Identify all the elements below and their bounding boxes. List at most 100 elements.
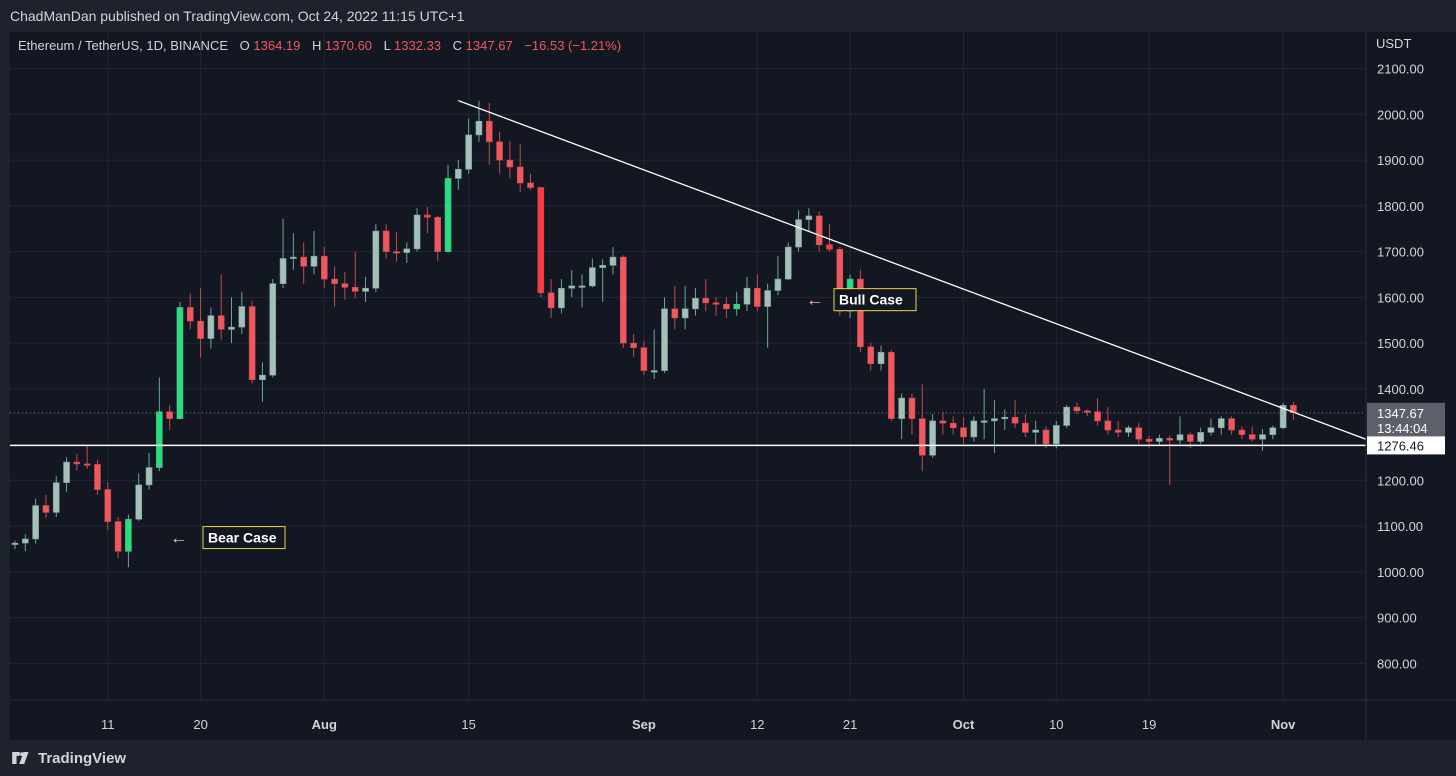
candle-body bbox=[1197, 432, 1204, 442]
axes[interactable]: 2100.00 2000.00 1900.00 1800.00 1700.00 1600.… bbox=[10, 32, 1456, 740]
chart-pane[interactable]: Bear Case ← Bull Case ← 2100.00 2000.00 1900.… bbox=[10, 32, 1456, 740]
candle-body bbox=[712, 302, 720, 305]
candle-body bbox=[1001, 416, 1009, 420]
candle-body bbox=[413, 214, 421, 250]
drawings[interactable] bbox=[10, 100, 1367, 447]
candle-body bbox=[1176, 434, 1184, 441]
legend-high-label: H bbox=[312, 38, 321, 53]
candle-body bbox=[290, 256, 297, 259]
price-tick-label: 1900.00 bbox=[1377, 153, 1424, 168]
candle-body bbox=[558, 287, 565, 309]
candle-body bbox=[1259, 434, 1266, 440]
time-tick-label: 10 bbox=[1049, 717, 1063, 732]
time-tick-label: 15 bbox=[461, 717, 475, 732]
candle-body bbox=[444, 178, 452, 252]
candle-body bbox=[351, 287, 359, 292]
countdown-label: 13:44:04 bbox=[1377, 421, 1428, 436]
candle-body bbox=[217, 315, 225, 330]
candle-body bbox=[661, 308, 668, 371]
price-tick-label: 1000.00 bbox=[1377, 565, 1424, 580]
legend-low-label: L bbox=[384, 38, 391, 53]
time-tick-label: Oct bbox=[953, 717, 975, 732]
grid-lines bbox=[10, 32, 1366, 700]
candle-body bbox=[568, 285, 576, 289]
candle-body bbox=[991, 418, 998, 422]
candle-body bbox=[393, 251, 400, 254]
price-tick-label: 2000.00 bbox=[1377, 107, 1424, 122]
legend-close-label: C bbox=[453, 38, 462, 53]
support-line-label: 1276.46 bbox=[1377, 438, 1424, 453]
candle-body bbox=[32, 505, 39, 540]
candle-body bbox=[826, 244, 833, 250]
candle-body bbox=[300, 256, 307, 267]
svg-text:Ethereum / TetherUS, 1D, BINAN: Ethereum / TetherUS, 1D, BINANCE O 1364.… bbox=[18, 38, 621, 53]
candle-body bbox=[125, 518, 132, 552]
candle-body bbox=[320, 255, 328, 280]
candle-body bbox=[1145, 438, 1153, 442]
candle-body bbox=[609, 256, 617, 266]
annotation-label: Bull Case bbox=[839, 292, 903, 308]
candle-body bbox=[1063, 406, 1070, 426]
candle-body bbox=[73, 461, 81, 465]
candle-body bbox=[640, 347, 648, 371]
candle-body bbox=[1125, 427, 1132, 433]
candle-body bbox=[939, 420, 947, 424]
candle-body bbox=[1042, 429, 1050, 445]
candle-body bbox=[908, 397, 916, 419]
candle-body bbox=[857, 278, 864, 348]
candle-body bbox=[723, 303, 730, 310]
candle-body bbox=[248, 306, 256, 381]
candle-body bbox=[692, 297, 699, 310]
candle-body bbox=[599, 265, 606, 268]
candle-body bbox=[372, 230, 380, 289]
candle-body bbox=[1114, 429, 1122, 433]
support-line-badge bbox=[1367, 436, 1445, 455]
candle-body bbox=[754, 287, 761, 307]
candle-body bbox=[42, 505, 50, 513]
candle-body bbox=[1032, 429, 1039, 433]
candle-body bbox=[186, 307, 194, 322]
candle-body bbox=[1279, 405, 1287, 429]
candle-body bbox=[815, 215, 823, 246]
candle-body bbox=[83, 463, 91, 466]
candle-body bbox=[331, 278, 338, 284]
candle-body bbox=[929, 420, 936, 456]
price-tick-label: 1200.00 bbox=[1377, 473, 1424, 488]
candle-body bbox=[1104, 420, 1112, 431]
annotations[interactable]: Bear Case ← Bull Case ← bbox=[170, 288, 917, 550]
price-tick-label: 1400.00 bbox=[1377, 382, 1424, 397]
price-axis-currency: USDT bbox=[1376, 36, 1411, 51]
candle-body bbox=[1238, 429, 1246, 435]
last-price-badge bbox=[1367, 402, 1445, 437]
candle-body bbox=[774, 278, 782, 291]
candle-body bbox=[259, 374, 266, 381]
candle-body bbox=[516, 166, 524, 184]
candle-body bbox=[578, 285, 586, 288]
candles bbox=[11, 100, 1297, 568]
price-tick-label: 2100.00 bbox=[1377, 62, 1424, 77]
candle-body bbox=[1187, 434, 1194, 442]
footer: TradingView bbox=[0, 740, 1456, 776]
candle-body bbox=[1166, 437, 1174, 441]
tradingview-wordmark: TradingView bbox=[38, 749, 127, 767]
annotation-arrow-icon: ← bbox=[170, 528, 188, 548]
candle-body bbox=[506, 159, 514, 168]
candle-body bbox=[279, 258, 287, 284]
candle-body bbox=[1011, 416, 1019, 424]
candle-body bbox=[1207, 427, 1215, 433]
candle-body bbox=[681, 308, 689, 319]
candle-body bbox=[1083, 410, 1091, 413]
candle-body bbox=[949, 422, 957, 429]
price-tick-label: 900.00 bbox=[1377, 611, 1417, 626]
candlestick-chart[interactable]: Bear Case ← Bull Case ← 2100.00 2000.00 1900.… bbox=[10, 32, 1456, 740]
candle-body bbox=[867, 346, 875, 365]
legend-close: 1347.67 bbox=[466, 38, 513, 53]
candle-body bbox=[475, 120, 483, 136]
candle-body bbox=[22, 538, 29, 544]
candle-body bbox=[1073, 406, 1081, 412]
price-tick-label: 1500.00 bbox=[1377, 336, 1424, 351]
candle-body bbox=[228, 326, 235, 330]
legend-open: 1364.19 bbox=[253, 38, 300, 53]
time-tick-label: Aug bbox=[312, 717, 337, 732]
tradingview-brand[interactable]: TradingView bbox=[12, 748, 126, 768]
